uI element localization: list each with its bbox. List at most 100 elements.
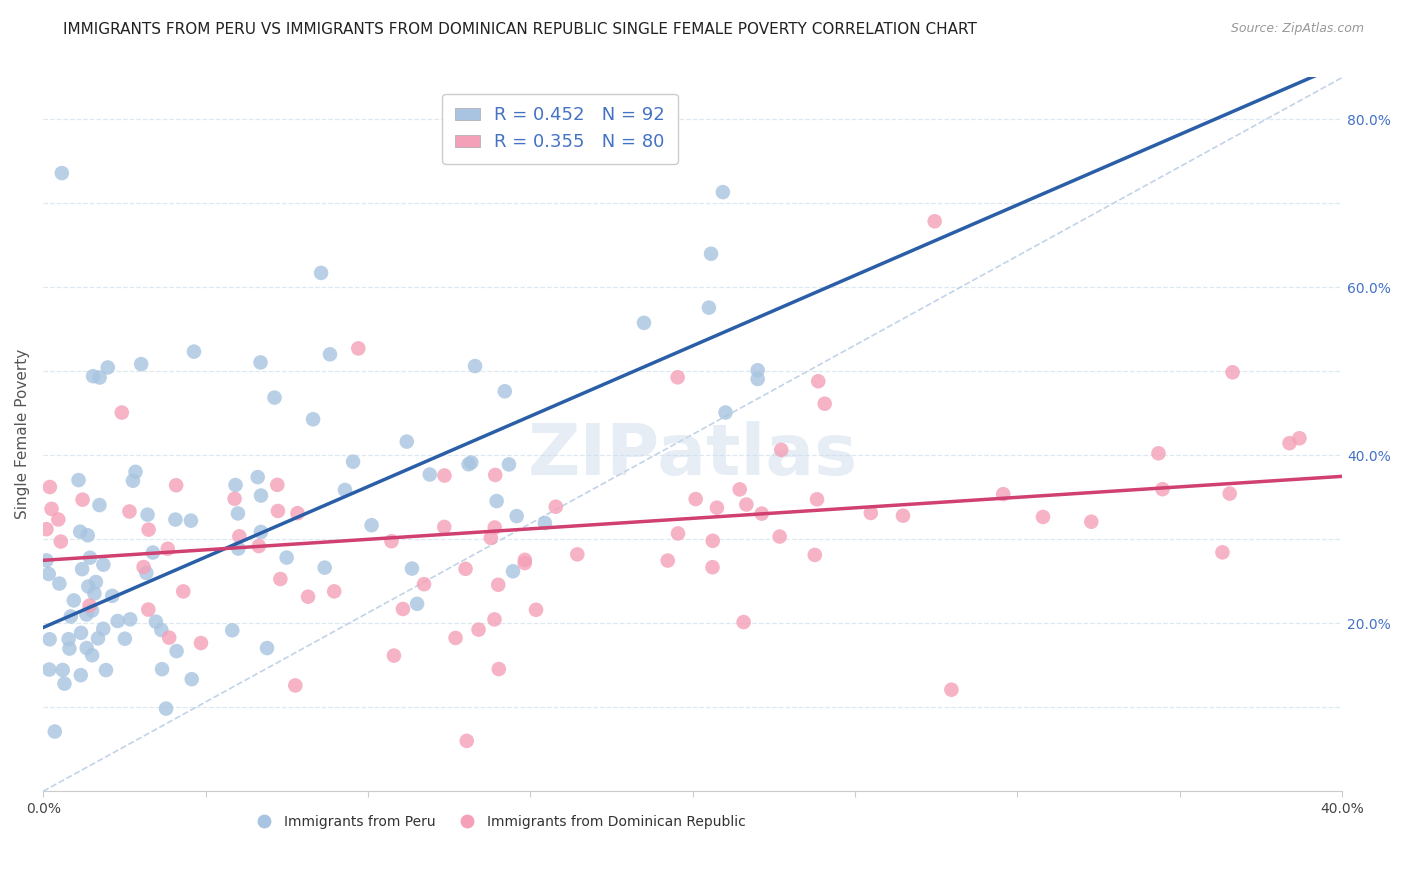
Point	[79, 550, 101, 565]
Point	[488, 662, 510, 676]
Point	[484, 467, 506, 482]
Point	[413, 577, 436, 591]
Point	[165, 512, 187, 526]
Legend: Immigrants from Peru, Immigrants from Dominican Republic: Immigrants from Peru, Immigrants from Do…	[245, 809, 752, 834]
Point	[266, 478, 288, 492]
Point	[58, 632, 80, 647]
Point	[69, 524, 91, 539]
Point	[513, 556, 536, 570]
Point	[484, 520, 506, 534]
Point	[1278, 436, 1301, 450]
Point	[484, 612, 506, 626]
Point	[392, 602, 415, 616]
Point	[941, 682, 963, 697]
Point	[129, 357, 152, 371]
Point	[44, 724, 66, 739]
Point	[82, 648, 104, 663]
Point	[221, 624, 243, 638]
Point	[91, 622, 114, 636]
Point	[302, 412, 325, 426]
Point	[457, 457, 479, 471]
Point	[770, 442, 793, 457]
Point	[342, 455, 364, 469]
Point	[735, 498, 758, 512]
Point	[456, 734, 478, 748]
Point	[464, 359, 486, 373]
Point	[228, 529, 250, 543]
Point	[269, 572, 291, 586]
Point	[124, 465, 146, 479]
Point	[1032, 510, 1054, 524]
Point	[93, 558, 115, 572]
Point	[284, 678, 307, 692]
Point	[114, 632, 136, 646]
Point	[38, 566, 60, 581]
Point	[1211, 545, 1233, 559]
Point	[395, 434, 418, 449]
Point	[814, 397, 837, 411]
Point	[747, 372, 769, 386]
Point	[267, 504, 290, 518]
Point	[183, 344, 205, 359]
Point	[80, 603, 103, 617]
Point	[733, 615, 755, 629]
Point	[769, 530, 792, 544]
Point	[247, 539, 270, 553]
Point	[35, 553, 58, 567]
Point	[419, 467, 441, 482]
Point	[250, 489, 273, 503]
Point	[256, 640, 278, 655]
Point	[77, 580, 100, 594]
Point	[150, 623, 173, 637]
Point	[107, 614, 129, 628]
Point	[567, 548, 589, 562]
Point	[467, 623, 489, 637]
Point	[142, 545, 165, 559]
Point	[263, 391, 285, 405]
Point	[657, 553, 679, 567]
Y-axis label: Single Female Poverty: Single Female Poverty	[15, 350, 30, 519]
Point	[309, 266, 332, 280]
Point	[1219, 486, 1241, 500]
Point	[433, 468, 456, 483]
Point	[76, 640, 98, 655]
Point	[714, 405, 737, 419]
Point	[101, 589, 124, 603]
Point	[297, 590, 319, 604]
Text: ZIPatlas: ZIPatlas	[527, 421, 858, 491]
Point	[51, 166, 73, 180]
Point	[89, 370, 111, 384]
Point	[433, 520, 456, 534]
Point	[382, 648, 405, 663]
Point	[1222, 365, 1244, 379]
Point	[666, 370, 689, 384]
Text: IMMIGRANTS FROM PERU VS IMMIGRANTS FROM DOMINICAN REPUBLIC SINGLE FEMALE POVERTY: IMMIGRANTS FROM PERU VS IMMIGRANTS FROM …	[63, 22, 977, 37]
Point	[993, 487, 1015, 501]
Point	[700, 246, 723, 260]
Point	[924, 214, 946, 228]
Point	[70, 625, 93, 640]
Point	[323, 584, 346, 599]
Point	[136, 508, 159, 522]
Point	[524, 603, 547, 617]
Point	[111, 406, 134, 420]
Point	[891, 508, 914, 523]
Point	[401, 561, 423, 575]
Point	[94, 663, 117, 677]
Point	[166, 644, 188, 658]
Point	[138, 523, 160, 537]
Point	[83, 586, 105, 600]
Point	[505, 509, 527, 524]
Point	[75, 607, 97, 622]
Point	[479, 531, 502, 545]
Point	[706, 500, 728, 515]
Point	[190, 636, 212, 650]
Point	[751, 507, 773, 521]
Point	[249, 355, 271, 369]
Point	[1152, 482, 1174, 496]
Point	[52, 663, 75, 677]
Point	[747, 363, 769, 377]
Point	[228, 541, 250, 556]
Point	[498, 458, 520, 472]
Point	[702, 533, 724, 548]
